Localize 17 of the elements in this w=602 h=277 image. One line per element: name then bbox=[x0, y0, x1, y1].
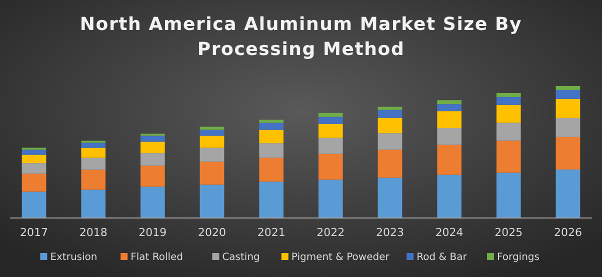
legend-label: Flat Rolled bbox=[130, 252, 184, 263]
x-tick-label: 2017 bbox=[20, 226, 48, 239]
x-tick-label: 2023 bbox=[376, 226, 404, 239]
x-tick-label: 2025 bbox=[494, 226, 523, 239]
legend-label: Casting bbox=[222, 252, 260, 263]
legend-label: Extrusion bbox=[50, 252, 98, 263]
x-tick-label: 2018 bbox=[79, 226, 108, 239]
x-tick-label: 2026 bbox=[554, 226, 582, 239]
x-tick-label: 2022 bbox=[316, 226, 345, 239]
x-tick-label: 2020 bbox=[198, 226, 226, 239]
legend-label: Pigment & Poweder bbox=[291, 252, 390, 263]
chart-title: North America Aluminum Market Size By Processing Method bbox=[80, 14, 522, 60]
legend-label: Rod & Bar bbox=[416, 252, 468, 263]
legend-label: Forgings bbox=[497, 252, 540, 263]
x-tick-label: 2021 bbox=[257, 226, 286, 239]
x-tick-label: 2024 bbox=[435, 226, 464, 239]
x-tick-label: 2019 bbox=[138, 226, 167, 239]
